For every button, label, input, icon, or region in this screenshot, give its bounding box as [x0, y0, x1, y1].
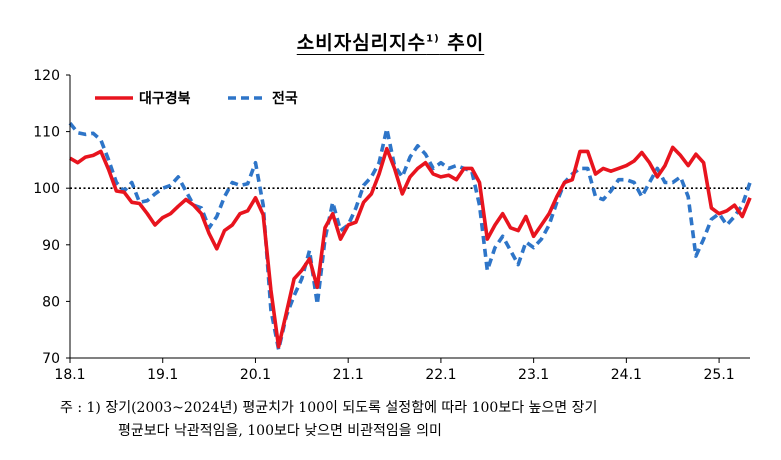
y-tick-labels: 70 80 90 100 110 120 — [33, 68, 60, 367]
series-line-daegu — [69, 145, 752, 349]
line-chart: 70 80 90 100 110 120 18.1 19.1 20.1 21.1 22.1 23.1… — [33, 68, 752, 383]
x-tick-label: 24.1 — [611, 367, 642, 383]
chart-title: 소비자심리지수1) 추이 — [0, 28, 781, 55]
x-tick-label: 23.1 — [518, 367, 549, 383]
y-tick-label: 90 — [42, 238, 60, 254]
x-tick-label: 21.1 — [333, 367, 364, 383]
y-tick-label: 100 — [33, 181, 60, 197]
legend-label-daegu: 대구경북 — [139, 90, 191, 107]
x-tick-label: 25.1 — [704, 367, 735, 383]
series-line-national — [68, 121, 752, 352]
chart-title-main: 소비자심리지수 — [296, 32, 427, 54]
footnote-line-2: 평균보다 낙관적임을, 100보다 낮으면 비관적임을 의미 — [118, 423, 442, 439]
footnote: 주 : 1) 장기(2003~2024년) 평균치가 100이 되도록 설정함에… — [60, 397, 770, 443]
y-tick-label: 70 — [42, 351, 60, 367]
legend: 대구경북 전국 — [95, 90, 298, 107]
footnote-line-1: 주 : 1) 장기(2003~2024년) 평균치가 100이 되도록 설정함에… — [60, 400, 598, 416]
x-tick-label: 18.1 — [54, 367, 85, 383]
axes — [66, 74, 750, 363]
y-tick-label: 120 — [33, 68, 60, 84]
x-tick-label: 22.1 — [425, 367, 456, 383]
legend-label-national: 전국 — [272, 90, 298, 107]
series-lines — [68, 121, 752, 352]
x-tick-label: 20.1 — [240, 367, 271, 383]
y-tick-label: 110 — [33, 125, 60, 141]
chart-title-suffix: 추이 — [439, 32, 485, 54]
y-tick-label: 80 — [42, 294, 60, 310]
x-tick-label: 19.1 — [147, 367, 178, 383]
chart-title-footnote-mark: 1) — [426, 33, 440, 45]
x-tick-labels: 18.1 19.1 20.1 21.1 22.1 23.1 24.1 25.1 — [54, 367, 734, 383]
